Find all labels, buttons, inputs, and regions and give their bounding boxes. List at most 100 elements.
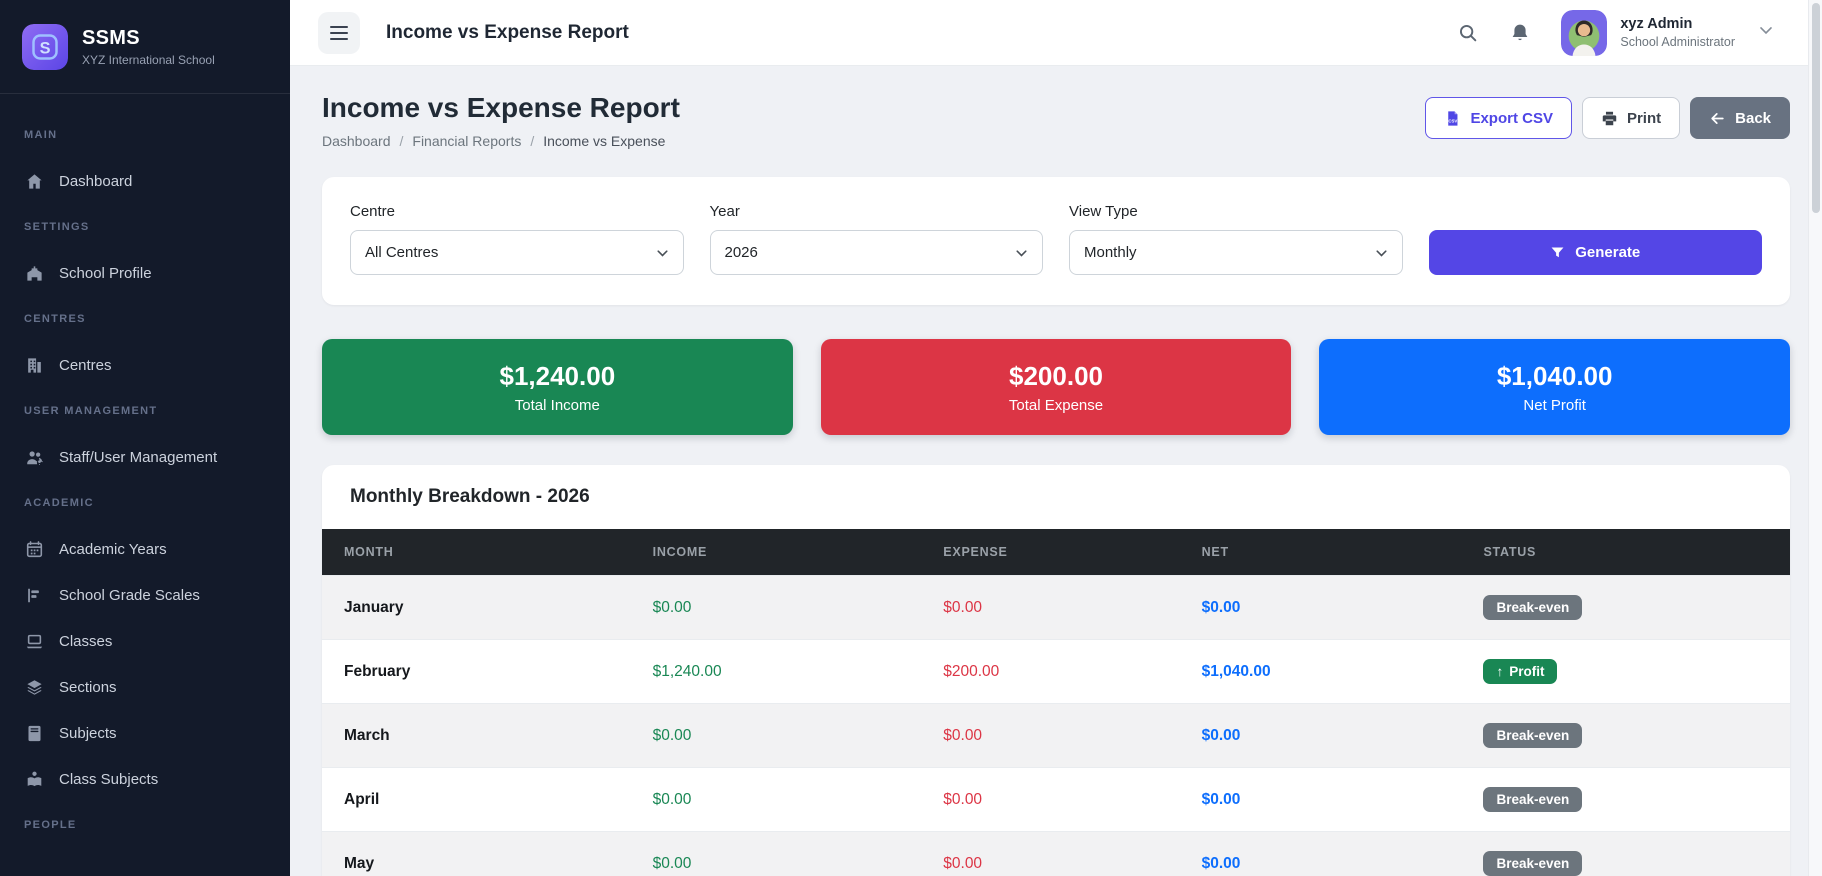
- sidebar-item-school-grade-scales[interactable]: School Grade Scales: [0, 572, 290, 618]
- year-field: Year 2026: [710, 203, 1044, 275]
- column-header-month: MONTH: [322, 529, 638, 576]
- column-header-income: INCOME: [638, 529, 929, 576]
- sidebar-nav: MAINDashboardSETTINGSSchool ProfileCENTR…: [0, 94, 290, 848]
- status-label: Break-even: [1496, 792, 1569, 807]
- chevron-down-icon[interactable]: [1756, 20, 1776, 45]
- building-icon: [24, 355, 44, 375]
- nav-section-label: USER MANAGEMENT: [0, 388, 290, 434]
- user-text: xyz Admin School Administrator: [1620, 16, 1735, 49]
- user-role: School Administrator: [1620, 35, 1735, 49]
- summary-label: Total Income: [515, 397, 600, 414]
- bell-icon: [1509, 22, 1531, 44]
- cell-status: ↑Profit: [1468, 640, 1790, 704]
- sidebar-item-classes[interactable]: Classes: [0, 618, 290, 664]
- generate-button[interactable]: Generate: [1429, 230, 1763, 275]
- breakdown-table: MONTHINCOMEEXPENSENETSTATUS January$0.00…: [322, 529, 1790, 876]
- print-button[interactable]: Print: [1582, 97, 1680, 139]
- column-header-net: NET: [1187, 529, 1469, 576]
- centre-field: Centre All Centres: [350, 203, 684, 275]
- nav-section-label: PEOPLE: [0, 802, 290, 848]
- sidebar-item-centres[interactable]: Centres: [0, 342, 290, 388]
- table-title: Monthly Breakdown - 2026: [322, 465, 1790, 529]
- filter-card: Centre All Centres Year 2026: [322, 177, 1790, 305]
- page-scrollbar[interactable]: [1808, 0, 1822, 876]
- summary-value: $1,040.00: [1497, 361, 1613, 392]
- notifications-button[interactable]: [1509, 22, 1531, 44]
- sidebar-item-staff-user-management[interactable]: Staff/User Management: [0, 434, 290, 480]
- cell-net: $1,040.00: [1187, 640, 1469, 704]
- page-content: Income vs Expense Report Dashboard/Finan…: [290, 66, 1822, 876]
- sidebar-item-label: Classes: [59, 633, 112, 650]
- sidebar-item-label: Academic Years: [59, 541, 167, 558]
- cell-expense: $0.00: [928, 704, 1186, 768]
- cell-income: $0.00: [638, 704, 929, 768]
- file-csv-icon: CSV: [1444, 110, 1461, 127]
- nav-section-label: ACADEMIC: [0, 480, 290, 526]
- nav-section-label: MAIN: [0, 112, 290, 158]
- topbar-title: Income vs Expense Report: [386, 22, 629, 44]
- sidebar-item-class-subjects[interactable]: Class Subjects: [0, 756, 290, 802]
- scrollbar-thumb[interactable]: [1812, 3, 1820, 213]
- status-badge: Break-even: [1483, 851, 1582, 876]
- sidebar-item-label: Staff/User Management: [59, 449, 217, 466]
- status-label: Break-even: [1496, 600, 1569, 615]
- cell-month: May: [322, 832, 638, 876]
- svg-text:CSV: CSV: [1449, 118, 1458, 123]
- brand-logo[interactable]: S SSMS XYZ International School: [0, 0, 290, 94]
- page-header: Income vs Expense Report Dashboard/Finan…: [322, 92, 1790, 149]
- year-select[interactable]: 2026: [710, 230, 1044, 275]
- search-button[interactable]: [1457, 22, 1479, 44]
- user-name: xyz Admin: [1620, 16, 1735, 32]
- breadcrumb-link[interactable]: Dashboard: [322, 133, 391, 149]
- sidebar-item-label: Dashboard: [59, 173, 132, 190]
- sidebar-item-dashboard[interactable]: Dashboard: [0, 158, 290, 204]
- sidebar-item-label: Centres: [59, 357, 112, 374]
- sidebar-item-label: Sections: [59, 679, 117, 696]
- back-button[interactable]: Back: [1690, 97, 1790, 139]
- summary-value: $200.00: [1009, 361, 1103, 392]
- column-header-expense: EXPENSE: [928, 529, 1186, 576]
- sidebar: S SSMS XYZ International School MAIN Dash…: [0, 0, 290, 876]
- arrow-left-icon: [1709, 110, 1726, 127]
- topbar-actions: xyz Admin School Administrator: [1457, 10, 1776, 56]
- home-icon: [24, 171, 44, 191]
- view-type-label: View Type: [1069, 203, 1403, 220]
- sidebar-item-academic-years[interactable]: Academic Years: [0, 526, 290, 572]
- menu-icon: [330, 26, 348, 28]
- table-row-may: May$0.00$0.00$0.00Break-even: [322, 832, 1790, 876]
- user-menu[interactable]: xyz Admin School Administrator: [1561, 10, 1776, 56]
- sidebar-item-school-profile[interactable]: School Profile: [0, 250, 290, 296]
- table-body: January$0.00$0.00$0.00Break-evenFebruary…: [322, 576, 1790, 876]
- breadcrumb-link[interactable]: Financial Reports: [412, 133, 521, 149]
- summary-label: Net Profit: [1523, 397, 1586, 414]
- summary-card-total-expense: $200.00 Total Expense: [821, 339, 1292, 435]
- app-logo-icon: S: [22, 24, 68, 70]
- sidebar-item-label: Class Subjects: [59, 771, 158, 788]
- year-label: Year: [710, 203, 1044, 220]
- cell-net: $0.00: [1187, 704, 1469, 768]
- centre-select[interactable]: All Centres: [350, 230, 684, 275]
- layers-icon: [24, 677, 44, 697]
- summary-value: $1,240.00: [499, 361, 615, 392]
- table-header-row: MONTHINCOMEEXPENSENETSTATUS: [322, 529, 1790, 576]
- export-csv-button[interactable]: CSV Export CSV: [1425, 97, 1572, 139]
- table-row-february: February$1,240.00$200.00$1,040.00↑Profit: [322, 640, 1790, 704]
- centre-label: Centre: [350, 203, 684, 220]
- app-name: SSMS: [82, 27, 215, 50]
- status-badge: Break-even: [1483, 595, 1582, 620]
- status-badge: Break-even: [1483, 723, 1582, 748]
- status-badge: ↑Profit: [1483, 659, 1557, 684]
- avatar: [1561, 10, 1607, 56]
- nav-section-label: SETTINGS: [0, 204, 290, 250]
- sidebar-item-sections[interactable]: Sections: [0, 664, 290, 710]
- summary-label: Total Expense: [1009, 397, 1103, 414]
- cell-expense: $0.00: [928, 832, 1186, 876]
- search-icon: [1457, 22, 1479, 44]
- status-label: Break-even: [1496, 856, 1569, 871]
- view-type-select[interactable]: Monthly: [1069, 230, 1403, 275]
- summary-card-total-income: $1,240.00 Total Income: [322, 339, 793, 435]
- menu-toggle-button[interactable]: [318, 12, 360, 54]
- sidebar-item-subjects[interactable]: Subjects: [0, 710, 290, 756]
- school-name: XYZ International School: [82, 53, 215, 67]
- cell-expense: $0.00: [928, 768, 1186, 832]
